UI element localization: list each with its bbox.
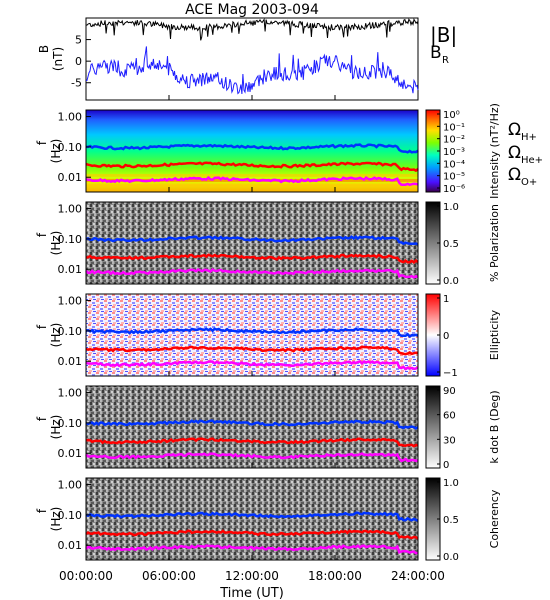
colorbar-tick-label: 60 [443,411,456,422]
omega-h-line [85,511,419,522]
legend-b-r: B [430,43,442,63]
f-axis-units: (Hz) [49,507,63,532]
omega-h-line [85,235,419,246]
legend-omega-h: Ω [508,120,521,140]
omega-o-line [85,359,419,371]
f-y-tick-label: 1.00 [58,295,83,308]
x-tick-label: 00:00:00 [59,569,113,583]
f-y-tick-label: 0.10 [58,325,83,338]
f-y-tick-label: 0.01 [58,447,83,460]
f-axis-label: f [35,232,49,237]
colorbar-tick-label: 10⁻¹ [443,122,465,133]
spectrum-band [86,183,418,187]
colorbar-tick-label: 10⁻² [443,135,465,146]
colorbar-4 [425,385,441,469]
colorbar-tick-label: 0.5 [443,239,459,250]
omega-h-line [86,143,419,154]
f-axis-units: (Hz) [49,323,63,348]
colorbar-tick-label: 10⁻⁴ [443,159,465,170]
omega-he-line [85,529,419,540]
chart-title: ACE Mag 2003-094 [185,2,319,18]
f-y-tick-label: 0.01 [58,263,83,276]
f-axis-label: f [35,416,49,421]
f-y-tick-label: 1.00 [58,203,83,216]
b-y-tick-label: 5 [75,34,82,47]
colorbar-tick-label: 10⁻⁵ [443,172,465,183]
x-tick-label: 18:00:00 [308,569,362,583]
f-y-tick-label: 0.10 [58,509,83,522]
legend-omega-o-subscript: O+ [521,177,537,188]
b-axis-label: B [37,45,51,53]
b-y-tick-label: -5 [71,77,82,90]
f-y-tick-label: 0.01 [58,539,83,552]
colorbar-tick-label: 0 [443,331,449,342]
legend-omega-h-subscript: H+ [521,132,537,143]
colorbar-tick-label: 90 [443,386,456,397]
colorbar-tick-label: 0.5 [443,515,459,526]
x-tick-label: 24:00:00 [391,569,445,583]
omega-o-line [85,452,419,463]
colorbar-label-4: k dot B (Deg) [488,390,501,463]
f-y-tick-label: 0.01 [58,171,83,184]
colorbar-tick-label: 0.0 [443,552,459,563]
omega-he-line [85,345,419,356]
b-y-tick-label: 0 [75,55,82,68]
colorbar-tick-label: 1 [443,294,449,305]
colorbar-tick-label: 1.0 [443,202,459,213]
f-axis-units: (Hz) [49,231,63,256]
legend-b-total: |B| [430,23,457,47]
f-y-tick-label: 1.00 [58,111,83,124]
colorbar-tick-label: 0 [443,460,449,471]
colorbar-tick-label: 10⁻⁶ [443,184,465,195]
f-y-tick-label: 1.00 [58,387,83,400]
omega-he-line [85,161,419,173]
colorbar-label-3: Ellipticity [488,309,501,360]
f-y-tick-label: 0.10 [58,417,83,430]
f-axis-units: (Hz) [49,415,63,440]
colorbar-label-1: Intensity (nT²/Hz) [488,103,501,199]
omega-o-line [85,544,419,555]
omega-h-line [85,327,419,338]
colorbar-tick-label: −1 [443,368,458,379]
colorbar-label-5: Coherency [488,489,501,548]
spectrum-band [86,173,418,177]
colorbar-tick-label: 30 [443,435,456,446]
x-axis: 00:00:00 06:00:00 12:00:00 18:00:00 24:00:00 [59,95,445,583]
f-axis-units: (Hz) [49,139,63,164]
b-axis-units: (nT) [51,47,65,71]
legend-omega-he: Ω [508,143,521,163]
x-tick-label: 06:00:00 [142,569,196,583]
legend-b-r-subscript: R [442,55,449,66]
panels: 50-5B (nT)|B|B R1.000.100.01f (Hz)10⁰10⁻¹10… [35,17,543,563]
x-tick-label: 12:00:00 [225,569,279,583]
legend-omega-he-subscript: He+ [521,155,543,166]
series-b-r-line [85,46,419,95]
f-y-tick-label: 0.10 [58,233,83,246]
omega-he-line [85,437,419,448]
omega-h-line [85,419,419,430]
f-axis-label: f [35,508,49,513]
colorbar-tick-label: 10⁻³ [443,147,465,158]
x-axis-label: Time (UT) [219,586,284,600]
f-y-tick-label: 1.00 [58,479,83,492]
omega-he-line [85,253,419,265]
colorbar-tick-label: 10⁰ [443,110,460,121]
legend-omega-o: Ω [508,165,521,185]
colorbar-tick-label: 0.0 [443,276,459,287]
omega-o-line [85,267,419,279]
series-b-total-line [85,18,419,41]
colorbar-tick-label: 1.0 [443,478,459,489]
f-axis-label: f [35,324,49,329]
f-y-tick-label: 0.01 [58,355,83,368]
f-y-tick-label: 0.10 [58,141,83,154]
f-axis-label: f [35,140,49,145]
omega-o-line [85,175,419,187]
colorbar-label-2: % Polarization [488,204,501,282]
